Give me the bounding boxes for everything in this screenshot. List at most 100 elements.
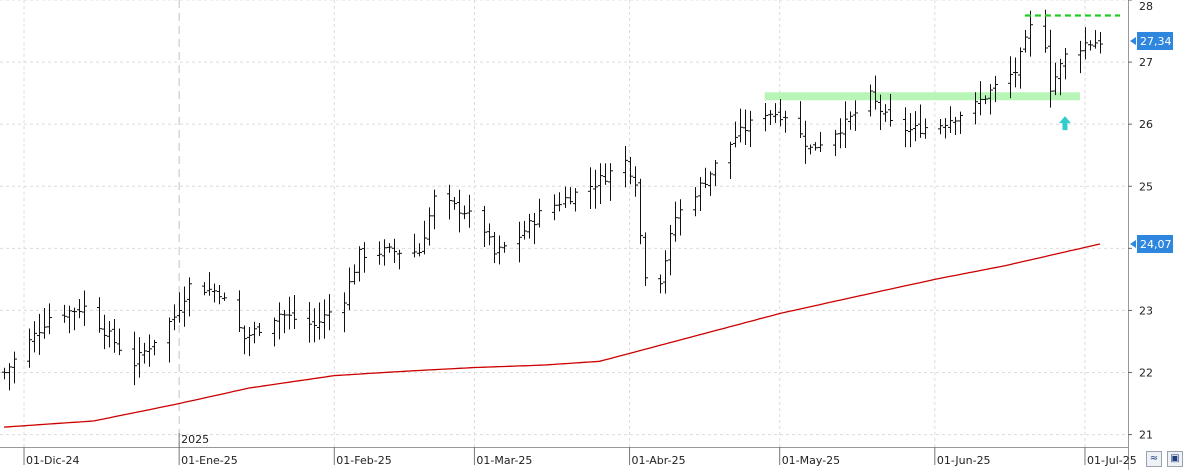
ohlc-bar	[768, 110, 773, 126]
ohlc-bar	[848, 111, 853, 130]
ohlc-bar	[1013, 57, 1018, 88]
y-tick-label: 21	[1139, 429, 1153, 442]
ohlc-bar	[142, 342, 147, 364]
ohlc-bar	[112, 319, 117, 353]
ohlc-bar	[783, 110, 788, 133]
ohlc-bar	[397, 249, 402, 270]
ohlc-bar	[573, 188, 578, 212]
ohlc-bar	[432, 189, 437, 230]
ohlc-bar	[833, 129, 838, 157]
ohlc-bar	[938, 119, 943, 135]
ohlc-bar	[953, 116, 958, 136]
ohlc-bar	[47, 303, 52, 335]
ohlc-bar	[242, 325, 247, 355]
ohlc-bar	[733, 121, 738, 148]
ohlc-bar	[527, 213, 532, 239]
support-zone-rect	[764, 92, 1080, 101]
ohlc-bar	[77, 299, 82, 319]
ohlc-bar	[603, 163, 608, 185]
ohlc-bar	[147, 334, 152, 367]
ohlc-bar	[708, 171, 713, 196]
last-price-badge-pointer	[1130, 36, 1136, 45]
ohlc-bar	[307, 302, 312, 343]
ohlc-bar	[167, 317, 172, 363]
ohlc-bar	[988, 84, 993, 115]
ohlc-bar	[958, 111, 963, 134]
ohlc-bar	[628, 157, 633, 185]
ohlc-bar	[748, 110, 753, 148]
save-icon[interactable]: ▣	[1167, 451, 1183, 467]
ohlc-bar	[943, 118, 948, 139]
ohlc-bar	[623, 146, 628, 188]
ohlc-bar	[868, 84, 873, 117]
ohlc-bar	[347, 267, 352, 311]
y-tick-label: 26	[1139, 118, 1153, 131]
ohlc-bar	[362, 242, 367, 273]
ma-value-badge: 24,07	[1130, 234, 1173, 253]
ohlc-bar	[27, 328, 32, 368]
ohlc-bar	[387, 243, 392, 253]
ohlc-bar	[693, 187, 698, 217]
ma-value-badge-label: 24,07	[1140, 238, 1172, 251]
ohlc-bar	[377, 241, 382, 265]
ohlc-bar	[257, 323, 262, 337]
ohlc-bar	[42, 307, 47, 339]
ohlc-bar	[663, 250, 668, 294]
x-tick-label: 01-Abr-25	[632, 454, 686, 467]
ohlc-bar	[32, 321, 37, 353]
ohlc-bar	[2, 367, 7, 380]
ohlc-bar	[552, 194, 557, 221]
ohlc-bar	[973, 92, 978, 125]
ohlc-bar	[678, 199, 683, 236]
ohlc-bar	[502, 241, 507, 253]
ohlc-bar	[187, 277, 192, 317]
ohlc-bar	[532, 212, 537, 245]
ohlc-bar	[492, 231, 497, 264]
ohlc-bar	[1083, 27, 1088, 60]
ohlc-bar	[1048, 29, 1053, 108]
x-tick-label: 01-Mar-25	[476, 454, 532, 467]
x-tick-label: 01-Jun-25	[937, 454, 991, 467]
ohlc-bar	[798, 101, 803, 138]
ohlc-bar	[658, 274, 663, 294]
ohlc-bar	[883, 104, 888, 122]
support-zone	[764, 92, 1080, 101]
ohlc-bar	[7, 363, 12, 391]
ohlc-bar	[277, 302, 282, 340]
ohlc-bar	[97, 297, 102, 333]
up-arrow-icon	[1058, 116, 1071, 131]
ohlc-bar	[633, 166, 638, 197]
ohlc-bar	[873, 75, 878, 110]
ohlc-bar	[978, 81, 983, 116]
ohlc-bar	[172, 304, 177, 331]
y-tick-label: 27	[1139, 56, 1153, 69]
ohlc-bar	[137, 337, 142, 378]
year-label: 2025	[181, 433, 209, 446]
price-bars	[2, 9, 1103, 391]
y-tick-label: 25	[1139, 180, 1153, 193]
ohlc-bar	[1088, 40, 1093, 51]
ohlc-bar	[673, 201, 678, 242]
y-tick-label: 22	[1139, 367, 1153, 380]
ohlc-bar	[913, 111, 918, 142]
ohlc-bar	[888, 94, 893, 127]
ohlc-bar	[282, 310, 287, 334]
ohlc-bar	[918, 104, 923, 138]
ohlc-bar	[152, 339, 157, 356]
ohlc-bar	[317, 302, 322, 340]
ohlc-bar	[37, 313, 42, 355]
ohlc-bar	[62, 304, 67, 323]
ohlc-bar	[668, 224, 673, 276]
ohlc-bar	[462, 205, 467, 220]
ohlc-bar	[517, 221, 522, 263]
ohlc-bar	[207, 272, 212, 296]
x-tick-label: 01-May-25	[782, 454, 840, 467]
ohlc-bar	[1058, 58, 1063, 96]
ohlc-bar	[818, 131, 823, 152]
last-price-badge-box	[1137, 31, 1173, 50]
ohlc-bar	[452, 197, 457, 210]
ohlc-bar	[878, 94, 883, 130]
zoom-button[interactable]: ≈	[1146, 451, 1162, 467]
ohlc-bar	[352, 264, 357, 285]
